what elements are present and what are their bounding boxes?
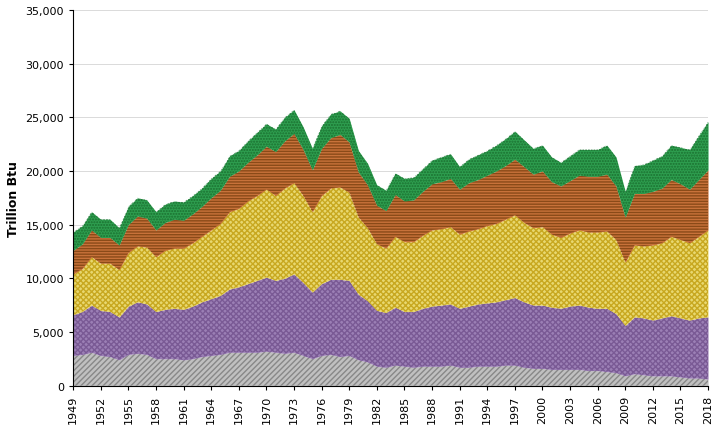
Y-axis label: Trillion Btu: Trillion Btu xyxy=(7,160,20,236)
